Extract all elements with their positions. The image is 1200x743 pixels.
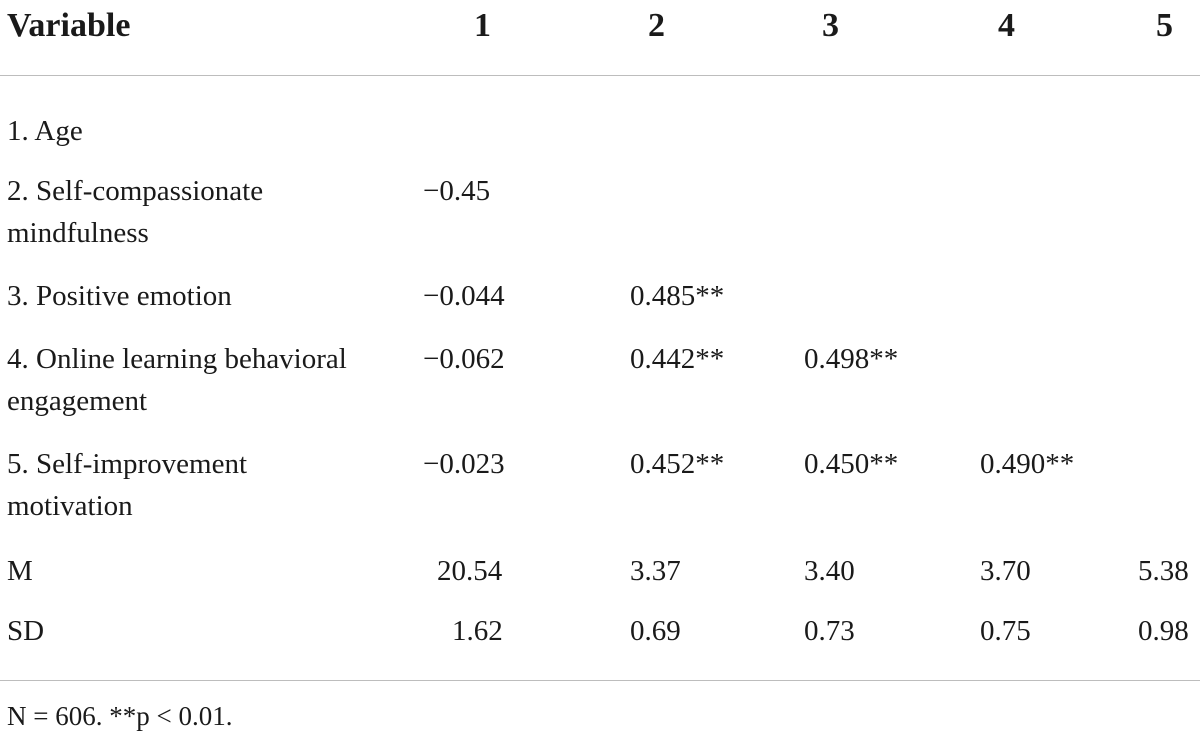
header-variable: Variable: [7, 7, 131, 44]
cell-sd-c1: 1.62: [452, 615, 503, 647]
header-col-5: 5: [1156, 7, 1173, 44]
row-label-positive-emotion: 3. Positive emotion: [7, 280, 232, 312]
cell-r4-c3: 0.498**: [804, 343, 899, 375]
row-label-mean: M: [7, 555, 33, 587]
cell-m-c2: 3.37: [630, 555, 681, 587]
footer-rule: [0, 680, 1200, 681]
cell-r3-c2: 0.485**: [630, 280, 725, 312]
header-col-4: 4: [998, 7, 1015, 44]
cell-r4-c1: −0.062: [423, 343, 505, 375]
header-col-3: 3: [822, 7, 839, 44]
cell-m-c3: 3.40: [804, 555, 855, 587]
header-col-1: 1: [474, 7, 491, 44]
header-rule: [0, 75, 1200, 76]
cell-m-c1: 20.54: [437, 555, 503, 587]
cell-r5-c4: 0.490**: [980, 448, 1075, 480]
cell-r4-c2: 0.442**: [630, 343, 725, 375]
cell-sd-c2: 0.69: [630, 615, 681, 647]
cell-sd-c3: 0.73: [804, 615, 855, 647]
header-col-2: 2: [648, 7, 665, 44]
cell-r5-c2: 0.452**: [630, 448, 725, 480]
row-label-self-improvement-motivation: 5. Self-improvement motivation: [7, 448, 248, 522]
cell-m-c4: 3.70: [980, 555, 1031, 587]
cell-r2-c1: −0.45: [423, 175, 491, 207]
row-label-sd: SD: [7, 615, 45, 647]
row-label-online-learning-engagement: 4. Online learning behavioral engagement: [7, 343, 347, 417]
cell-sd-c4: 0.75: [980, 615, 1031, 647]
cell-r5-c3: 0.450**: [804, 448, 899, 480]
row-label-age: 1. Age: [7, 115, 83, 147]
cell-r5-c1: −0.023: [423, 448, 505, 480]
cell-sd-c5: 0.98: [1138, 615, 1189, 647]
cell-r3-c1: −0.044: [423, 280, 505, 312]
cell-m-c5: 5.38: [1138, 555, 1189, 587]
row-label-self-compassionate-mindfulness: 2. Self-compassionate mindfulness: [7, 175, 264, 249]
table-footnote: N = 606. **p < 0.01.: [7, 701, 233, 731]
